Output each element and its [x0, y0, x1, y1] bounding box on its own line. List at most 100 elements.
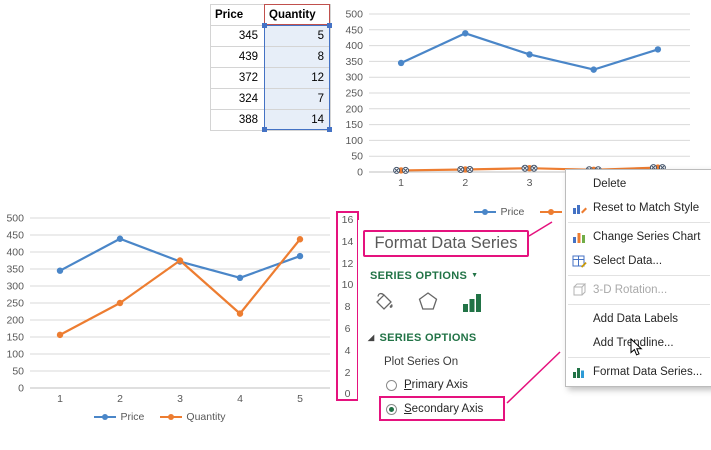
legend-marker-icon [160, 414, 183, 420]
menu-separator [568, 357, 710, 358]
menu-item-label: Add Trendline... [593, 337, 674, 349]
y-axis-label: 450 [6, 230, 24, 242]
bar-chart-icon [463, 294, 481, 312]
radio-on-icon [386, 403, 397, 415]
table-cell[interactable]: 12 [265, 68, 331, 89]
select-data-icon [566, 253, 593, 270]
price-data-point[interactable] [56, 267, 64, 274]
quantity-data-point[interactable] [176, 257, 184, 264]
x-axis-label: 4 [237, 393, 243, 405]
menu-item-format-data-series[interactable]: Format Data Series... [566, 360, 711, 384]
y-axis-label: 250 [6, 298, 24, 310]
secondary-axis-label: 6 [344, 323, 351, 335]
selection-handle-icon [393, 166, 401, 174]
table-cell[interactable]: 439 [211, 47, 265, 68]
x-axis-label: 2 [462, 177, 468, 189]
secondary-axis-label: Secondary Axis [404, 403, 484, 415]
price-data-point[interactable] [397, 59, 405, 67]
y-axis-label: 200 [345, 103, 363, 115]
selection-handle-icon [457, 165, 465, 173]
quantity-data-point[interactable] [236, 310, 244, 317]
table-cell[interactable]: 324 [211, 89, 265, 110]
menu-item-label: Reset to Match Style [593, 202, 700, 214]
menu-item-add-trendline[interactable]: Add Trendline... [566, 331, 711, 355]
menu-item-3-d-rotation: 3-D Rotation... [566, 278, 711, 302]
y-axis-label: 100 [6, 349, 24, 361]
menu-item-label: Format Data Series... [593, 366, 703, 378]
x-axis-label: 3 [177, 393, 183, 405]
menu-item-label: Select Data... [593, 255, 663, 267]
y-axis-label: 50 [351, 151, 363, 163]
legend-marker-icon [540, 209, 563, 215]
quantity-data-point[interactable] [116, 299, 124, 307]
menu-item-change-series-chart[interactable]: Change Series Chart [566, 225, 711, 249]
tab-fill-line[interactable] [370, 288, 398, 316]
quantity-data-point[interactable] [56, 331, 64, 339]
table-cell[interactable]: 14 [265, 110, 331, 131]
menu-separator [568, 275, 710, 276]
menu-item-delete[interactable]: Delete [566, 172, 711, 196]
tab-effects[interactable] [414, 288, 442, 316]
menu-separator [568, 304, 710, 305]
secondary-axis-label: 12 [341, 257, 354, 270]
bottom-chart-legend: Price Quantity [50, 411, 270, 423]
selection-handle-icon [466, 165, 474, 173]
secondary-axis-radio[interactable]: Secondary Axis [386, 403, 483, 415]
pane-tab-bar [370, 288, 486, 316]
reset-style-icon [566, 200, 593, 217]
y-axis-label: 0 [18, 383, 24, 395]
secondary-axis-label: 10 [341, 279, 354, 292]
quantity-series-line[interactable] [59, 238, 301, 336]
price-data-point[interactable] [236, 274, 244, 282]
secondary-axis-label: 14 [341, 235, 354, 248]
series-options-dropdown[interactable]: SERIES OPTIONS ▼ [370, 270, 478, 282]
legend-item-price[interactable]: Price [94, 411, 144, 423]
format-series-icon [566, 364, 593, 381]
menu-item-label: Delete [593, 178, 627, 190]
legend-item-quantity[interactable]: Quantity [160, 411, 226, 423]
menu-item-label: Change Series Chart [593, 231, 701, 243]
price-data-point[interactable] [654, 46, 662, 53]
table-header-price[interactable]: Price [211, 5, 265, 26]
menu-item-add-data-labels[interactable]: Add Data Labels [566, 307, 711, 331]
y-axis-label: 500 [345, 9, 363, 21]
secondary-axis[interactable]: 16 14 12 10 8 6 4 2 0 [336, 211, 359, 401]
bottom-chart[interactable]: 0 50 100 150 200 250 300 350 400 450 500 1 2 3 4 5 [0, 210, 335, 450]
table-cell[interactable]: 345 [211, 26, 265, 47]
y-axis-label: 350 [345, 56, 363, 68]
table-header-quantity[interactable]: Quantity [265, 5, 331, 26]
table-cell[interactable]: 7 [265, 89, 331, 110]
price-data-point[interactable] [296, 252, 304, 260]
y-axis-label: 300 [345, 72, 363, 84]
chart-type-icon [566, 229, 593, 246]
y-axis-label: 450 [345, 24, 363, 36]
menu-item-select-data[interactable]: Select Data... [566, 249, 711, 273]
tab-series-options[interactable] [458, 288, 486, 316]
quantity-data-point[interactable] [296, 236, 304, 243]
table-cell[interactable]: 372 [211, 68, 265, 89]
pentagon-icon [418, 292, 438, 310]
selection-handle-icon [530, 164, 538, 172]
primary-axis-radio[interactable]: Primary Axis [386, 379, 468, 391]
y-axis-label: 50 [12, 366, 24, 378]
price-data-point[interactable] [526, 51, 533, 58]
data-table[interactable]: Price Quantity 345 5 439 8 372 12 324 7 388 14 [210, 4, 331, 131]
secondary-axis-label: 8 [344, 301, 351, 314]
legend-item-price[interactable]: Price [474, 206, 524, 218]
menu-separator [568, 222, 710, 223]
menu-item-label: 3-D Rotation... [593, 284, 668, 296]
price-data-point[interactable] [590, 66, 597, 73]
table-cell[interactable]: 8 [265, 47, 331, 68]
primary-axis-label: Primary Axis [404, 379, 468, 391]
x-axis-label: 1 [398, 177, 404, 189]
callout-title-box: Format Data Series [363, 230, 529, 257]
price-data-point[interactable] [462, 30, 469, 37]
table-cell[interactable]: 5 [265, 26, 331, 47]
table-cell[interactable]: 388 [211, 110, 265, 131]
pane-title: Format Data Series [374, 234, 518, 252]
legend-marker-icon [474, 209, 497, 215]
price-data-point[interactable] [116, 235, 124, 242]
series-options-section-header[interactable]: ◢ SERIES OPTIONS [368, 332, 477, 344]
menu-item-reset-to-match-style[interactable]: Reset to Match Style [566, 196, 711, 220]
